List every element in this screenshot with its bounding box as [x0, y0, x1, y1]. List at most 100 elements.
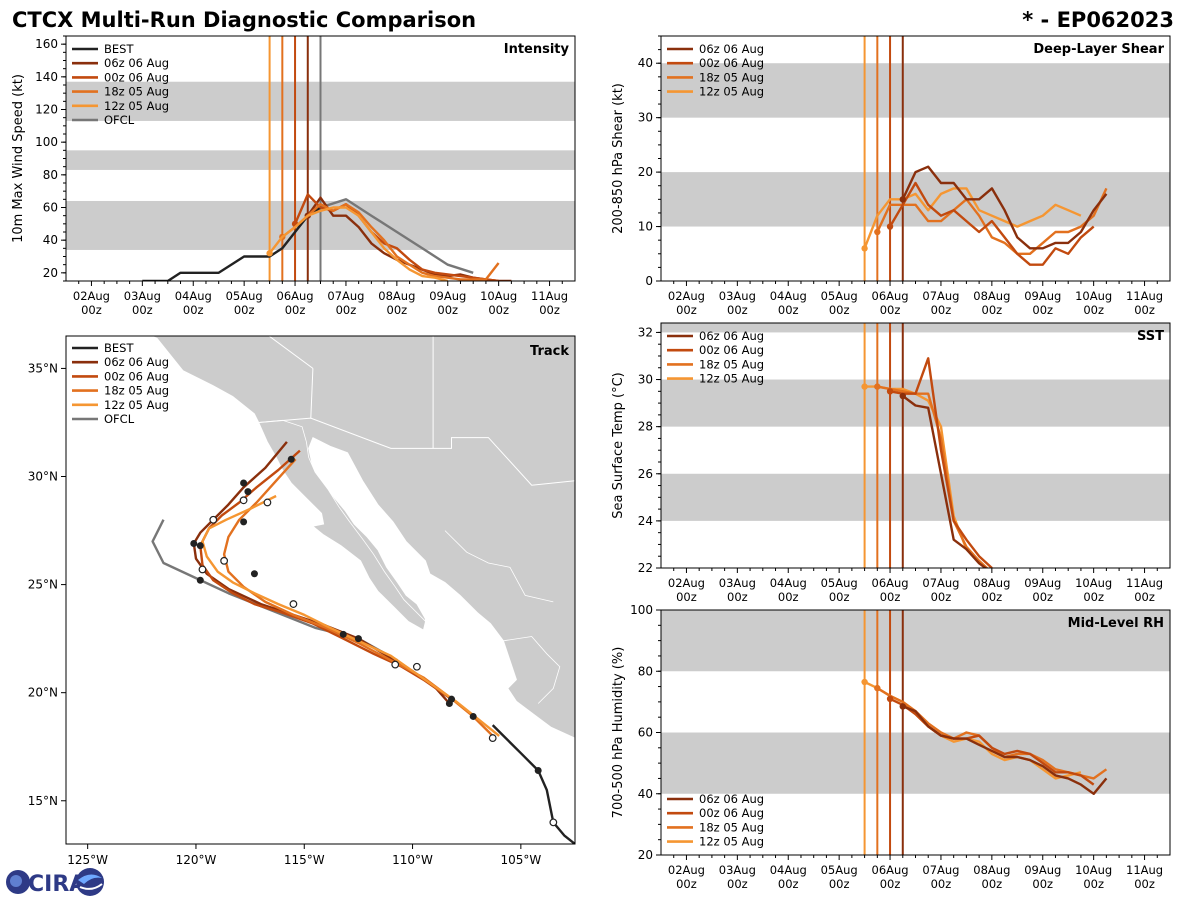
intensity-xtick-label-date: 06Aug — [277, 289, 314, 303]
rh-ytick-label: 60 — [638, 726, 653, 740]
shear-series-run_06z06 — [901, 165, 1108, 250]
intensity-ytick-label: 140 — [35, 70, 58, 84]
land-baja-peninsula — [258, 419, 426, 631]
intensity-xtick-label-date: 02Aug — [73, 289, 110, 303]
track-line-best — [491, 724, 575, 844]
sst-xtick-label-date: 08Aug — [973, 576, 1010, 590]
legend-label-ofcl: OFCL — [104, 113, 135, 127]
track-marker-filled — [196, 542, 204, 550]
track-ytick-label: 30°N — [28, 470, 58, 484]
rh-ytick-label: 20 — [638, 848, 653, 862]
intensity-xtick-label-hour: 00z — [183, 303, 204, 317]
rh-xtick-label-hour: 00z — [1032, 877, 1053, 891]
rh-init-point-run_12z05 — [861, 678, 868, 686]
track-axes-frame — [65, 335, 576, 845]
track-marker-filled — [190, 540, 198, 548]
sst-xtick-label-date: 04Aug — [770, 576, 807, 590]
shear-xtick-label-date: 09Aug — [1024, 289, 1061, 303]
rh-xtick-label-hour: 00z — [727, 877, 748, 891]
shear-init-point-run_00z06 — [886, 223, 894, 230]
shear-plot-area — [661, 36, 1170, 281]
rh-ytick-label: 40 — [638, 787, 653, 801]
track-marker-open — [289, 600, 298, 608]
legend-label-run_00z06: 00z 06 Aug — [699, 806, 764, 820]
rh-xtick-label-date: 05Aug — [821, 863, 858, 877]
shear-xtick-label-date: 11Aug — [1126, 289, 1163, 303]
rh-title: Mid-Level RH — [1068, 616, 1164, 631]
rh-xtick-label-hour: 00z — [1134, 877, 1155, 891]
sst-init-point-run_00z06 — [886, 388, 894, 395]
intensity-ytick-label: 60 — [43, 201, 58, 215]
track-marker-filled — [534, 767, 542, 775]
legend-label-run_06z06: 06z 06 Aug — [699, 42, 764, 56]
track-xtick-label: 110°W — [392, 853, 433, 867]
intensity-xtick-label-hour: 00z — [539, 303, 560, 317]
rh-xtick-label-date: 08Aug — [973, 863, 1010, 877]
rh-init-point-run_06z06 — [899, 703, 906, 710]
sst-xtick-label-date: 06Aug — [872, 576, 909, 590]
legend-label-best: BEST — [104, 42, 134, 56]
shear-xtick-label-date: 02Aug — [668, 289, 705, 303]
rh-xtick-label-hour: 00z — [880, 877, 901, 891]
intensity-series-run_12z05 — [268, 206, 449, 281]
rh-init-point-run_00z06 — [886, 695, 894, 703]
intensity-xtick-label-date: 05Aug — [226, 289, 263, 303]
border-california-arizona — [310, 368, 314, 419]
sst-xtick-label-date: 05Aug — [821, 576, 858, 590]
rh-series-run_06z06 — [902, 705, 1108, 795]
rh-xtick-label-date: 09Aug — [1024, 863, 1061, 877]
legend-label-best: BEST — [104, 341, 134, 355]
sst-series-run_06z06 — [902, 395, 988, 568]
rh-ylabel: 700-500 hPa Humidity (%) — [611, 647, 626, 819]
legend-label-run_12z05: 12z 05 Aug — [699, 85, 764, 99]
rh-xtick-label-hour: 00z — [778, 877, 799, 891]
intensity-xtick-label-hour: 00z — [437, 303, 458, 317]
sst-shaded-band — [661, 473, 1170, 521]
legend-label-run_06z06: 06z 06 Aug — [104, 355, 169, 369]
legend-label-run_06z06: 06z 06 Aug — [699, 329, 764, 343]
legend-label-run_12z05: 12z 05 Aug — [699, 835, 764, 849]
shear-xtick-label-date: 05Aug — [821, 289, 858, 303]
sst-xtick-label-date: 07Aug — [922, 576, 959, 590]
sst-xtick-label-date: 11Aug — [1126, 576, 1163, 590]
legend-label-run_18z05: 18z 05 Aug — [699, 357, 764, 371]
track-marker-open — [220, 556, 229, 565]
intensity-xtick-label-hour: 00z — [488, 303, 509, 317]
intensity-xtick-label-date: 09Aug — [429, 289, 466, 303]
rh-xtick-label-hour: 00z — [676, 877, 697, 891]
track-marker-filled — [469, 712, 477, 720]
sst-panel: 22242628303202Aug00z03Aug00z04Aug00z05Au… — [611, 322, 1171, 604]
sst-xtick-label-date: 10Aug — [1075, 576, 1112, 590]
sst-title: SST — [1137, 329, 1164, 344]
intensity-series-run_18z05 — [281, 202, 500, 281]
shear-xtick-label-hour: 00z — [931, 303, 952, 317]
cira-logo: CIRA — [4, 866, 106, 898]
shear-xtick-label-hour: 00z — [1032, 303, 1053, 317]
sst-xtick-label-date: 02Aug — [668, 576, 705, 590]
rh-xtick-label-date: 04Aug — [770, 863, 807, 877]
rh-init-point-run_18z05 — [874, 684, 881, 692]
shear-xtick-label-date: 04Aug — [770, 289, 807, 303]
legend-label-run_00z06: 00z 06 Aug — [699, 56, 764, 70]
sst-xtick-label-hour: 00z — [982, 590, 1003, 604]
sst-xtick-label-hour: 00z — [829, 590, 850, 604]
intensity-xtick-label-hour: 00z — [132, 303, 153, 317]
track-marker-filled — [250, 570, 258, 578]
track-xtick-label: 115°W — [284, 853, 325, 867]
track-marker-open — [198, 565, 207, 574]
track-marker-filled — [196, 576, 204, 584]
rh-panel: 2040608010002Aug00z03Aug00z04Aug00z05Aug… — [611, 603, 1171, 891]
shear-shaded-band — [661, 172, 1170, 227]
intensity-xtick-label-date: 04Aug — [175, 289, 212, 303]
sst-xtick-label-date: 03Aug — [719, 576, 756, 590]
shear-xtick-label-date: 10Aug — [1075, 289, 1112, 303]
shear-xtick-label-hour: 00z — [676, 303, 697, 317]
sst-xtick-label-hour: 00z — [1032, 590, 1053, 604]
figure-title: CTCX Multi-Run Diagnostic Comparison — [12, 8, 476, 32]
rh-xtick-label-date: 07Aug — [922, 863, 959, 877]
track-line-run_12z05 — [201, 494, 500, 737]
rh-ytick-label: 100 — [630, 603, 653, 617]
intensity-ytick-label: 100 — [35, 135, 58, 149]
sst-xtick-label-date: 09Aug — [1024, 576, 1061, 590]
border-us-mexico — [258, 417, 575, 486]
